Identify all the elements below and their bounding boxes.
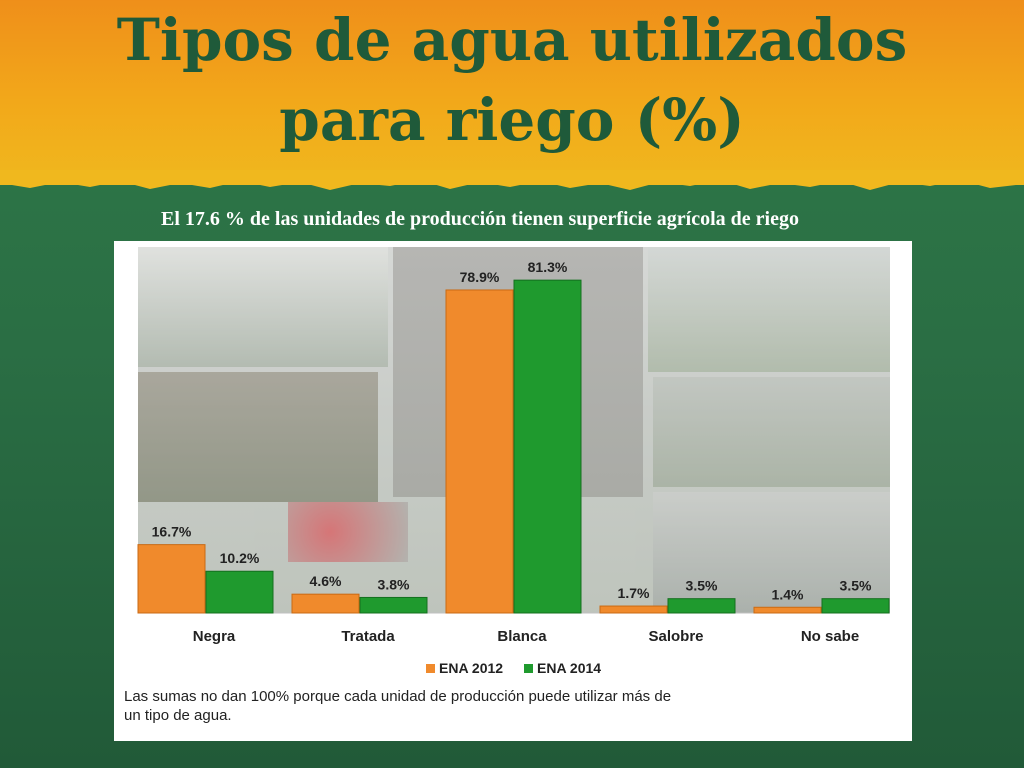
chart-panel: 16.7% 10.2% Negra 4.6% 3.8% Tratada 78.9% 81.3%… — [114, 241, 912, 741]
data-label: 3.5% — [686, 578, 718, 594]
header-band — [0, 0, 1024, 185]
category-label: Salobre — [648, 628, 703, 645]
bar-ena-2014-blanca — [513, 279, 582, 614]
photo-drip-valve — [288, 502, 408, 562]
slide-subtitle: El 17.6 % de las unidades de producción … — [161, 208, 799, 230]
photo-reservoir — [653, 492, 890, 613]
category-label: No sabe — [801, 628, 859, 645]
slide-title: Tipos de agua utilizados para riego (%) — [0, 0, 1024, 160]
data-label: 3.8% — [378, 576, 410, 592]
bar-ena-2012-salobre — [599, 605, 668, 614]
data-label: 1.7% — [618, 585, 650, 601]
bar-ena-2012-blanca — [445, 289, 514, 614]
bar-ena-2014-tratada — [359, 596, 428, 614]
slide-title-line2: para riego (%) — [279, 86, 745, 154]
bar-chart: 16.7% 10.2% Negra 4.6% 3.8% Tratada 78.9% 81.3%… — [137, 259, 890, 676]
photo-sprinkler — [138, 247, 388, 367]
legend-swatch — [426, 664, 435, 673]
bar-ena-2014-no-sabe — [821, 598, 890, 614]
photo-field — [653, 377, 890, 487]
data-label: 10.2% — [220, 550, 260, 566]
legend-label: ENA 2014 — [537, 660, 601, 676]
photo-pivot — [648, 247, 890, 372]
data-label: 16.7% — [152, 524, 192, 540]
bar-ena-2012-tratada — [291, 593, 360, 614]
legend-swatch — [524, 664, 533, 673]
photo-seedlings — [138, 372, 378, 502]
data-label: 3.5% — [840, 578, 872, 594]
category-label: Tratada — [341, 628, 395, 645]
data-label: 1.4% — [772, 586, 804, 602]
slide-title-line1: Tipos de agua utilizados — [116, 6, 908, 74]
legend-label: ENA 2012 — [439, 660, 503, 676]
chart-note: Las sumas no dan 100% porque cada unidad… — [124, 688, 672, 724]
torn-edge — [0, 170, 1024, 190]
bar-ena-2014-salobre — [667, 598, 736, 614]
bar-ena-2014-negra — [205, 570, 274, 614]
data-label: 4.6% — [310, 573, 342, 589]
bar-ena-2012-negra — [137, 544, 206, 614]
bar-ena-2012-no-sabe — [753, 606, 822, 614]
data-label: 81.3% — [528, 259, 568, 275]
category-label: Blanca — [497, 628, 547, 645]
category-label: Negra — [193, 628, 236, 645]
data-label: 78.9% — [460, 269, 500, 285]
